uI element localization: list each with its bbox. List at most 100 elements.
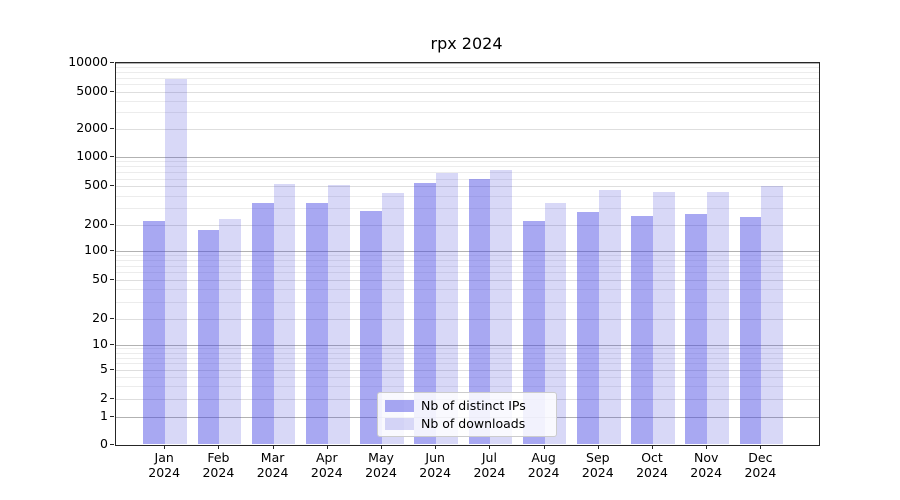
gridline-minor bbox=[116, 357, 819, 359]
bar-downloads-jun bbox=[436, 172, 458, 445]
y-axis-tick-label: 50 bbox=[92, 270, 108, 286]
x-axis-tick-label: Jan 2024 bbox=[148, 450, 181, 480]
bar-distinct-ips-oct bbox=[631, 215, 653, 445]
gridline-minor bbox=[116, 225, 819, 226]
bar-distinct-ips-apr bbox=[306, 203, 328, 445]
gridline-minor bbox=[116, 363, 819, 365]
gridline-minor bbox=[116, 289, 819, 291]
x-axis-tick-label: Oct 2024 bbox=[636, 450, 668, 480]
y-axis-tick-label: 2000 bbox=[76, 120, 108, 135]
y-axis-tick-label: 10 bbox=[92, 335, 108, 351]
y-axis-tick-mark bbox=[110, 90, 114, 92]
gridline-minor bbox=[116, 352, 819, 354]
gridline-minor bbox=[116, 186, 819, 188]
gridline-minor bbox=[116, 178, 819, 180]
bar-distinct-ips-jan bbox=[143, 220, 166, 445]
bar-downloads-dec bbox=[761, 185, 784, 445]
gridline-minor bbox=[116, 172, 819, 174]
legend: Nb of distinct IPs Nb of downloads bbox=[377, 392, 557, 437]
gridline-major bbox=[116, 251, 819, 252]
x-axis-tick-mark bbox=[652, 444, 653, 449]
gridline-minor bbox=[116, 100, 819, 102]
gridline-minor bbox=[116, 72, 819, 74]
gridline-minor bbox=[116, 348, 819, 350]
x-axis-tick-label: Nov 2024 bbox=[690, 450, 723, 480]
gridline-minor bbox=[116, 112, 819, 114]
legend-swatch-downloads bbox=[385, 417, 414, 430]
gridline-major bbox=[116, 157, 819, 158]
y-axis-tick-label: 2 bbox=[100, 390, 108, 405]
gridline-minor bbox=[116, 207, 819, 209]
bar-downloads-jan bbox=[165, 78, 187, 445]
gridline-minor bbox=[116, 279, 819, 281]
x-axis-tick-mark bbox=[760, 444, 762, 449]
x-axis-tick-mark bbox=[543, 444, 545, 449]
x-axis-tick-label: Feb 2024 bbox=[202, 450, 235, 480]
bar-distinct-ips-nov bbox=[685, 213, 708, 445]
y-axis-tick-mark bbox=[110, 318, 114, 319]
gridline-minor bbox=[116, 77, 819, 79]
plot-area bbox=[115, 62, 820, 446]
bar-downloads-oct bbox=[653, 191, 675, 445]
bar-distinct-ips-dec bbox=[739, 216, 762, 445]
gridline-major bbox=[116, 344, 819, 346]
legend-label-downloads: Nb of downloads bbox=[421, 416, 526, 431]
gridline-minor bbox=[116, 377, 819, 379]
gridline-minor bbox=[116, 166, 819, 168]
y-axis-tick-mark bbox=[110, 398, 114, 399]
x-axis-tick-mark bbox=[435, 444, 437, 449]
gridline-minor bbox=[116, 255, 819, 257]
gridline-minor bbox=[116, 265, 819, 267]
legend-item-distinct-ips: Nb of distinct IPs bbox=[378, 398, 556, 413]
legend-label-distinct-ips: Nb of distinct IPs bbox=[421, 398, 526, 413]
x-axis-tick-mark bbox=[326, 444, 328, 449]
y-axis-tick-label: 20 bbox=[92, 310, 108, 325]
chart-title: rpx 2024 bbox=[430, 34, 503, 53]
y-axis-tick-mark bbox=[110, 185, 114, 187]
bar-distinct-ips-jun bbox=[414, 183, 437, 445]
bar-downloads-mar bbox=[273, 183, 296, 445]
bar-downloads-may bbox=[382, 193, 404, 445]
x-axis-tick-label: Jun 2024 bbox=[419, 450, 452, 480]
gridline-minor bbox=[116, 84, 819, 86]
y-axis-tick-mark bbox=[110, 156, 114, 157]
gridline-minor bbox=[116, 260, 819, 262]
bar-distinct-ips-aug bbox=[522, 220, 545, 445]
bar-distinct-ips-jul bbox=[468, 179, 491, 445]
gridline-minor bbox=[116, 129, 819, 130]
y-axis-tick-mark bbox=[110, 416, 114, 417]
bar-downloads-jul bbox=[490, 169, 513, 445]
bar-distinct-ips-feb bbox=[197, 229, 220, 445]
legend-item-downloads: Nb of downloads bbox=[378, 416, 556, 431]
x-axis-tick-mark bbox=[164, 444, 166, 449]
x-axis-tick-label: Mar 2024 bbox=[256, 450, 289, 480]
gridline-minor bbox=[116, 161, 819, 163]
x-axis-tick-mark bbox=[381, 444, 382, 449]
gridline-minor bbox=[116, 301, 819, 303]
x-axis-tick-mark bbox=[489, 444, 491, 449]
x-axis-tick-label: Sep 2024 bbox=[581, 450, 614, 480]
x-axis-tick-label: May 2024 bbox=[365, 450, 397, 480]
bar-distinct-ips-may bbox=[360, 211, 382, 445]
y-axis-tick-mark bbox=[110, 369, 114, 370]
y-axis-tick-mark bbox=[110, 128, 114, 129]
y-axis-tick-label: 5000 bbox=[76, 82, 108, 98]
y-axis-tick-label: 200 bbox=[84, 216, 108, 231]
gridline-major bbox=[116, 63, 819, 64]
bar-downloads-nov bbox=[707, 192, 729, 445]
x-axis-tick-label: Aug 2024 bbox=[527, 450, 560, 480]
gridline-minor bbox=[116, 67, 819, 69]
bar-distinct-ips-mar bbox=[251, 202, 274, 445]
bar-downloads-aug bbox=[544, 203, 567, 445]
gridline-minor bbox=[116, 91, 819, 93]
legend-swatch-distinct-ips bbox=[385, 399, 414, 412]
y-axis-tick-label: 5 bbox=[100, 361, 108, 376]
x-axis-tick-label: Dec 2024 bbox=[744, 450, 777, 480]
bar-downloads-feb bbox=[219, 219, 242, 445]
x-axis-tick-mark bbox=[597, 444, 599, 449]
y-axis-tick-label: 1000 bbox=[76, 148, 108, 163]
x-axis-tick-label: Apr 2024 bbox=[310, 450, 343, 480]
y-axis-tick-label: 0 bbox=[100, 435, 108, 451]
x-axis-tick-label: Jul 2024 bbox=[473, 450, 506, 480]
gridline-minor bbox=[116, 319, 819, 320]
